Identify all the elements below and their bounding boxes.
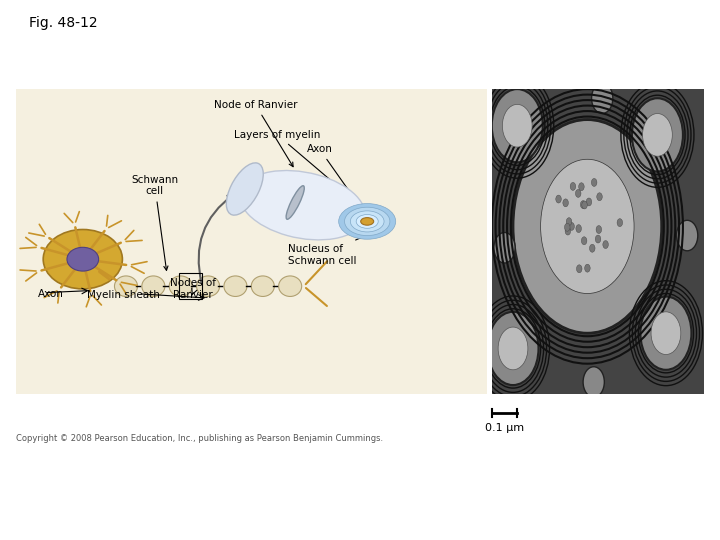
Ellipse shape — [197, 276, 220, 296]
Ellipse shape — [142, 276, 165, 296]
Circle shape — [581, 237, 587, 245]
Circle shape — [487, 312, 539, 385]
Circle shape — [503, 104, 532, 147]
Circle shape — [617, 219, 623, 227]
Circle shape — [494, 233, 515, 263]
Circle shape — [492, 89, 543, 163]
Circle shape — [498, 327, 528, 370]
Bar — [179, 273, 202, 299]
Ellipse shape — [226, 163, 264, 215]
Ellipse shape — [338, 204, 396, 239]
Ellipse shape — [169, 276, 192, 296]
Circle shape — [651, 312, 681, 355]
Ellipse shape — [351, 211, 384, 232]
Circle shape — [592, 83, 613, 113]
Circle shape — [563, 199, 568, 207]
Text: Layers of myelin: Layers of myelin — [234, 130, 357, 202]
Circle shape — [586, 198, 592, 206]
Circle shape — [585, 264, 590, 272]
Circle shape — [591, 179, 597, 186]
Circle shape — [583, 367, 604, 397]
Circle shape — [570, 183, 576, 191]
Ellipse shape — [224, 276, 247, 296]
Circle shape — [566, 218, 572, 226]
Circle shape — [580, 201, 586, 208]
Circle shape — [603, 241, 608, 248]
Circle shape — [576, 225, 582, 233]
Circle shape — [642, 113, 672, 156]
Circle shape — [577, 265, 582, 273]
Circle shape — [569, 222, 575, 231]
Text: Nucleus of
Schwann cell: Nucleus of Schwann cell — [288, 233, 372, 266]
Circle shape — [582, 201, 588, 209]
Text: Axon: Axon — [307, 144, 366, 215]
Circle shape — [632, 98, 683, 172]
Circle shape — [541, 159, 634, 294]
Circle shape — [597, 193, 603, 201]
Text: Nodes of
Ranvier: Nodes of Ranvier — [170, 279, 216, 300]
Circle shape — [641, 296, 691, 370]
Circle shape — [677, 220, 698, 251]
Ellipse shape — [286, 186, 305, 219]
Circle shape — [565, 227, 571, 235]
Text: Axon: Axon — [37, 289, 63, 299]
Ellipse shape — [251, 276, 274, 296]
Circle shape — [564, 224, 570, 231]
Text: Copyright © 2008 Pearson Education, Inc., publishing as Pearson Benjamin Cumming: Copyright © 2008 Pearson Education, Inc.… — [16, 434, 383, 443]
Circle shape — [579, 183, 584, 191]
Circle shape — [556, 195, 562, 203]
Ellipse shape — [114, 276, 138, 296]
Text: Fig. 48-12: Fig. 48-12 — [29, 16, 97, 30]
Ellipse shape — [356, 214, 378, 228]
Circle shape — [67, 247, 99, 271]
Bar — [16, 89, 487, 394]
Ellipse shape — [240, 171, 365, 240]
Text: 0.1 μm: 0.1 μm — [485, 423, 524, 433]
Circle shape — [596, 226, 602, 233]
Circle shape — [590, 244, 595, 252]
Text: Schwann
cell: Schwann cell — [131, 175, 179, 271]
Ellipse shape — [344, 207, 390, 235]
Circle shape — [43, 230, 122, 289]
Text: Schwann
cell: Schwann cell — [287, 198, 334, 224]
Circle shape — [595, 235, 600, 243]
Circle shape — [575, 190, 581, 197]
Circle shape — [513, 120, 662, 333]
Text: Myelin sheath: Myelin sheath — [87, 290, 161, 300]
Text: Node of Ranvier: Node of Ranvier — [214, 100, 297, 167]
Bar — [492, 89, 704, 394]
Ellipse shape — [361, 218, 374, 225]
Ellipse shape — [279, 276, 302, 296]
